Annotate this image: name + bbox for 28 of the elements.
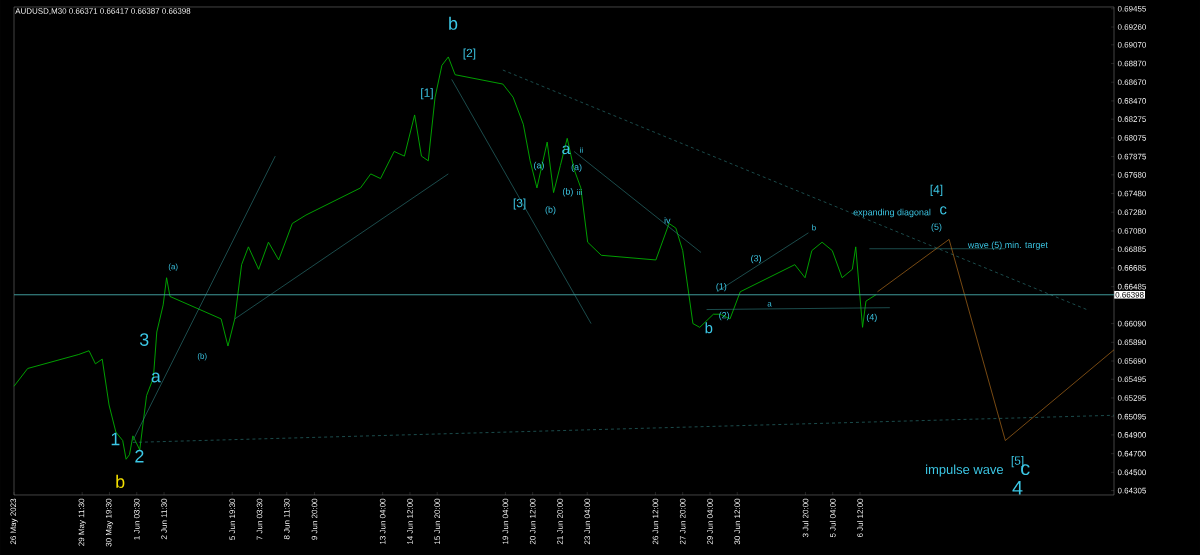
annotation: 1: [111, 432, 120, 446]
annotation: (2): [719, 311, 730, 321]
annotation: (a): [571, 163, 582, 173]
annotation: iv: [664, 216, 671, 224]
annotation: 2: [135, 449, 144, 463]
annotation: (1): [716, 282, 727, 292]
annotation: 4: [1012, 480, 1023, 495]
annotation: [3]: [513, 198, 526, 210]
annotation: b: [705, 322, 713, 334]
annotation: expanding diagonal: [853, 208, 931, 218]
annotation: [2]: [463, 48, 476, 60]
annotation: b: [116, 474, 125, 488]
annotation: (a): [534, 161, 544, 171]
annotation: b: [449, 16, 458, 30]
annotation: a: [151, 372, 161, 383]
annotation: [1]: [421, 88, 433, 100]
annotation: (b): [562, 188, 573, 197]
annotation: (b): [545, 206, 556, 215]
annotation: impulse wave: [926, 464, 1004, 477]
annotation: 3: [139, 333, 149, 346]
annotation: c: [940, 206, 947, 215]
annotation: (4): [866, 313, 877, 323]
annotation: (5): [931, 223, 942, 232]
annotation: wave (5) min. target: [967, 241, 1048, 250]
annotation: a: [562, 145, 571, 155]
annotation: (3): [751, 254, 762, 264]
annotation: [4]: [930, 184, 943, 196]
line-series: [877, 239, 1115, 441]
